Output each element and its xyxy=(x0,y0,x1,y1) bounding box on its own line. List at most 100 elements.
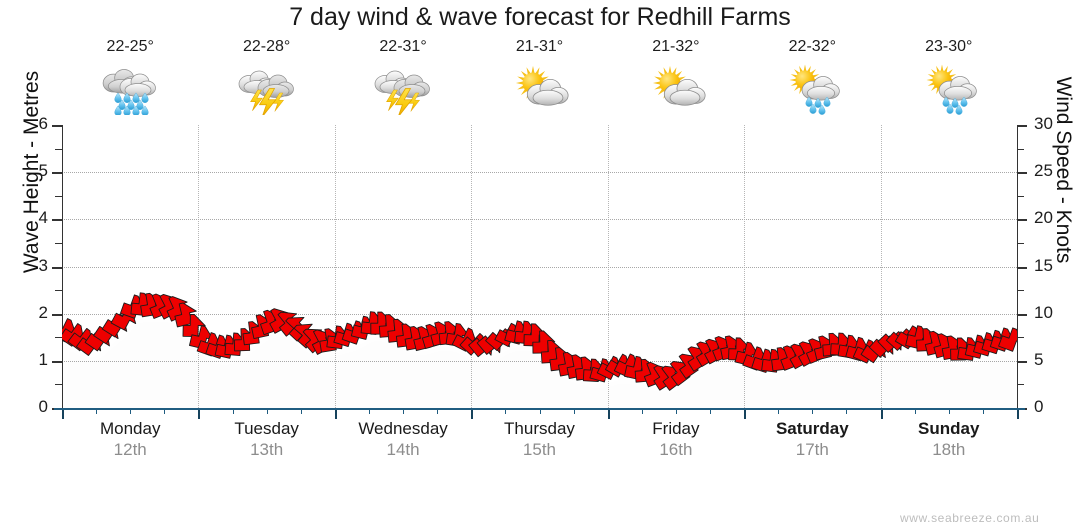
gridline-vertical-day-3 xyxy=(471,125,473,408)
day-temperature-range: 23-30° xyxy=(925,38,973,55)
day-date: 17th xyxy=(795,440,829,459)
y-tick-right-0.5 xyxy=(1017,384,1024,386)
left-axis-spine xyxy=(62,125,63,408)
day-label-friday: Friday 16th xyxy=(608,418,744,470)
day-header-friday: 21-32° xyxy=(608,38,744,123)
day-date: 18th xyxy=(932,440,966,459)
x-tick-1 xyxy=(96,408,98,414)
day-date: 15th xyxy=(522,440,557,459)
rain-cloud-icon xyxy=(94,61,166,115)
y-axis-label-right-5: 5 xyxy=(1034,349,1044,369)
x-tick-22 xyxy=(812,408,814,414)
day-header-sunday: 23-30° xyxy=(881,38,1017,123)
x-tick-9 xyxy=(368,408,370,414)
wind-wave-forecast-chart: 7 day wind & wave forecast for Redhill F… xyxy=(20,3,1075,525)
x-tick-27 xyxy=(982,408,984,414)
y-axis-label-right-10: 10 xyxy=(1034,302,1053,322)
y-axis-label-left-2: 2 xyxy=(38,302,48,322)
y-tick-left-5 xyxy=(52,172,62,175)
x-tick-14 xyxy=(539,408,541,414)
y-tick-right-5 xyxy=(1017,172,1027,175)
y-tick-right-3.5 xyxy=(1017,242,1024,244)
x-tick-19 xyxy=(710,408,712,414)
thunderstorm-icon xyxy=(231,61,303,115)
sun-cloud-icon xyxy=(640,61,712,115)
day-name: Saturday xyxy=(775,419,849,438)
y-tick-left-4 xyxy=(52,219,62,222)
day-name: Wednesday xyxy=(358,419,448,438)
day-label-strip: Monday 12th Tuesday 13th Wednesday 14th Thursd… xyxy=(62,418,1017,470)
y-axis-label-left-5: 5 xyxy=(38,161,48,181)
day-temperature-range: 22-32° xyxy=(788,38,836,55)
y-tick-left-1 xyxy=(52,360,62,363)
y-axis-label-left-4: 4 xyxy=(38,208,48,228)
x-tick-16 xyxy=(607,408,610,419)
day-header-strip: 22-25° 22-28° 22-31° 21-31° 21-32° 22-32° 23-3… xyxy=(62,38,1017,123)
day-header-thursday: 21-31° xyxy=(471,38,607,123)
day-header-tuesday: 22-28° xyxy=(198,38,334,123)
y-axis-label-left-6: 6 xyxy=(38,114,48,133)
y-tick-right-5.5 xyxy=(1017,148,1024,150)
y-tick-left-5.5 xyxy=(55,148,62,150)
y-tick-left-4.5 xyxy=(55,195,62,197)
y-tick-right-1 xyxy=(1017,360,1027,363)
y-axis-label-right-0: 0 xyxy=(1034,397,1044,416)
x-tick-6 xyxy=(266,408,268,414)
x-tick-5 xyxy=(232,408,234,414)
day-temperature-range: 22-25° xyxy=(106,38,154,55)
day-temperature-range: 21-32° xyxy=(652,38,700,55)
y-axis-label-right-20: 20 xyxy=(1034,208,1053,228)
gridline-vertical-day-5 xyxy=(744,125,746,408)
x-tick-2 xyxy=(130,408,132,414)
x-axis-line xyxy=(54,408,1025,410)
y-axis-label-left-1: 1 xyxy=(38,349,48,369)
y-axis-label-right-15: 15 xyxy=(1034,255,1053,275)
y-tick-right-4.5 xyxy=(1017,195,1024,197)
x-tick-23 xyxy=(846,408,848,414)
day-temperature-range: 22-28° xyxy=(242,38,291,55)
sun-cloud-icon xyxy=(503,61,575,115)
day-label-thursday: Thursday 15th xyxy=(471,418,607,470)
y-tick-left-0.5 xyxy=(55,384,62,386)
sun-cloud-rain-icon xyxy=(913,61,985,115)
x-tick-10 xyxy=(403,408,405,414)
x-tick-12 xyxy=(471,408,474,419)
day-header-saturday: 22-32° xyxy=(744,38,880,123)
day-date: 13th xyxy=(250,440,284,459)
y-tick-left-3.5 xyxy=(55,242,62,244)
day-label-sunday: Sunday 18th xyxy=(881,418,1017,470)
sun-cloud-rain-icon xyxy=(776,61,848,115)
day-header-wednesday: 22-31° xyxy=(335,38,471,123)
thunderstorm-icon xyxy=(367,61,439,115)
y-axis-label-left-0: 0 xyxy=(38,397,48,416)
day-name: Sunday xyxy=(918,419,980,438)
day-temperature-range: 21-31° xyxy=(515,38,564,55)
day-header-monday: 22-25° xyxy=(62,38,198,123)
x-tick-20 xyxy=(744,408,747,419)
y-tick-right-2.5 xyxy=(1017,290,1024,292)
x-tick-8 xyxy=(334,408,337,419)
gridline-vertical-day-1 xyxy=(198,125,200,408)
day-date: 14th xyxy=(386,440,420,459)
wind-direction-arrow-series xyxy=(62,125,1017,408)
gridline-vertical-day-2 xyxy=(334,125,336,408)
y-tick-left-3 xyxy=(52,266,62,269)
x-tick-15 xyxy=(573,408,575,414)
day-temperature-range: 22-31° xyxy=(379,38,427,55)
y-tick-left-1.5 xyxy=(55,337,62,339)
y-tick-left-2.5 xyxy=(55,290,62,292)
x-tick-21 xyxy=(778,408,780,414)
x-tick-17 xyxy=(641,408,643,414)
y-tick-right-1.5 xyxy=(1017,337,1024,339)
gridline-vertical-day-4 xyxy=(607,125,609,408)
day-label-wednesday: Wednesday 14th xyxy=(335,418,471,470)
day-label-tuesday: Tuesday 13th xyxy=(198,418,334,470)
x-tick-7 xyxy=(300,408,302,414)
y-tick-right-3 xyxy=(1017,266,1027,269)
y-axis-label-left-3: 3 xyxy=(38,255,48,275)
day-name: Monday xyxy=(99,419,161,438)
x-tick-28 xyxy=(1017,408,1019,419)
y-tick-right-4 xyxy=(1017,219,1027,222)
day-label-saturday: Saturday 17th xyxy=(744,418,880,470)
gridline-vertical-day-6 xyxy=(880,125,882,408)
